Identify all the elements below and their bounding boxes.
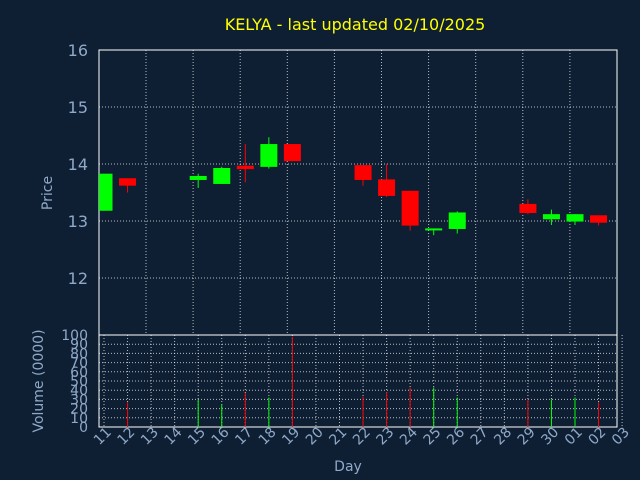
day-tick-label: 23 <box>374 425 398 449</box>
price-y-tick-label: 16 <box>68 41 88 60</box>
candle <box>401 190 419 231</box>
day-tick-label: 21 <box>326 425 350 449</box>
volume-y-axis-label: Volume (0000) <box>31 329 47 432</box>
day-tick-label: 13 <box>138 425 162 449</box>
day-tick-label: 15 <box>185 425 209 449</box>
candle <box>354 165 372 186</box>
price-grid <box>99 49 617 335</box>
candle <box>590 215 608 226</box>
price-y-tick-label: 12 <box>68 269 88 288</box>
day-tick-label: 27 <box>468 425 492 449</box>
candle-body <box>99 173 113 211</box>
price-plot-frame <box>98 49 618 336</box>
day-tick-label: 18 <box>256 425 280 449</box>
candle-body <box>260 144 278 167</box>
candle <box>189 173 207 188</box>
price-panel: 12 13 14 15 16 Price <box>40 41 618 336</box>
candle-body <box>401 190 419 226</box>
candle <box>542 209 560 225</box>
volume-y-tick-label: 90 <box>70 337 88 353</box>
volume-y-tick-label: 60 <box>70 365 88 381</box>
volume-y-tick-label: 30 <box>70 392 88 408</box>
day-tick-label: 30 <box>538 425 562 449</box>
candle <box>283 144 301 162</box>
price-y-tick-labels: 12 13 14 15 16 <box>68 41 88 288</box>
candle-body <box>378 179 396 196</box>
volume-y-tick-label: 50 <box>70 374 88 390</box>
volume-y-tick-label: 10 <box>70 411 88 427</box>
candle-body <box>590 215 608 223</box>
day-tick-label: 12 <box>114 425 138 449</box>
candle <box>448 211 466 234</box>
candle <box>119 178 137 193</box>
day-tick-label: 25 <box>421 425 445 449</box>
candle <box>236 144 254 183</box>
volume-plot-frame <box>98 334 618 428</box>
candle-body <box>519 203 537 214</box>
day-tick-label: 01 <box>562 425 586 449</box>
volume-y-tick-label: 100 <box>61 328 88 344</box>
candle-body <box>542 214 560 220</box>
price-y-axis-label: Price <box>40 176 56 210</box>
candle <box>519 199 537 215</box>
volume-y-tick-label: 20 <box>70 402 88 418</box>
price-y-tick-label: 13 <box>68 212 88 231</box>
chart-title: KELYA - last updated 02/10/2025 <box>225 15 486 34</box>
day-tick-label: 26 <box>444 424 468 448</box>
day-tick-label: 17 <box>232 425 256 449</box>
volume-y-tick-label: 40 <box>70 383 88 399</box>
price-y-tick-label: 14 <box>68 155 88 174</box>
x-axis-label: Day <box>334 459 362 475</box>
volume-y-tick-label: 70 <box>70 356 88 372</box>
volume-y-tick-label: 0 <box>79 420 88 436</box>
candle-body <box>283 144 301 162</box>
day-tick-label: 22 <box>350 425 374 449</box>
day-tick-label: 03 <box>609 425 633 449</box>
candle-body <box>213 167 231 184</box>
candle <box>213 166 231 184</box>
day-tick-labels: 11 12 13 14 15 16 17 18 19 20 21 22 23 24 25 26 27 28 29 30… <box>91 424 633 448</box>
volume-y-tick-label: 80 <box>70 346 88 362</box>
candle-body <box>236 165 254 170</box>
day-tick-label: 20 <box>303 425 327 449</box>
candle-body <box>448 212 466 229</box>
candle <box>378 164 396 198</box>
candle-body <box>425 228 443 231</box>
volume-grid <box>99 334 623 428</box>
candle-body <box>189 175 207 180</box>
candle-body <box>119 178 137 186</box>
day-tick-label: 24 <box>397 424 421 448</box>
day-tick-label: 02 <box>585 425 609 449</box>
day-tick-label: 16 <box>209 424 233 448</box>
price-y-tick-label: 15 <box>68 98 88 117</box>
volume-bars <box>127 336 600 427</box>
candle-body <box>566 214 584 222</box>
candle <box>425 228 443 236</box>
day-tick-label: 29 <box>515 425 539 449</box>
candle <box>99 173 113 211</box>
candlesticks <box>99 137 608 236</box>
day-tick-label: 19 <box>279 425 303 449</box>
day-tick-label: 14 <box>162 424 186 448</box>
day-tick-label: 11 <box>91 425 115 449</box>
candle-body <box>354 165 372 180</box>
candle <box>566 214 584 225</box>
day-tick-label: 28 <box>491 425 515 449</box>
candle <box>260 137 278 169</box>
